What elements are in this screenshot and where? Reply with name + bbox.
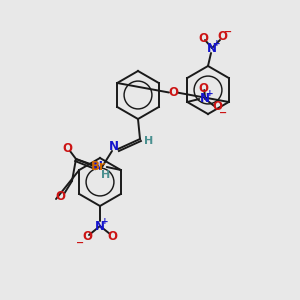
Text: +: + bbox=[206, 89, 214, 98]
Text: O: O bbox=[198, 32, 208, 44]
Text: N: N bbox=[200, 92, 210, 106]
Text: O: O bbox=[107, 230, 117, 242]
Text: H: H bbox=[101, 170, 111, 180]
Text: O: O bbox=[198, 82, 208, 94]
Text: +: + bbox=[101, 217, 109, 226]
Text: N: N bbox=[207, 41, 217, 55]
Text: +: + bbox=[213, 38, 221, 47]
Text: O: O bbox=[212, 100, 222, 113]
Text: O: O bbox=[82, 230, 92, 244]
Text: Br: Br bbox=[91, 160, 106, 173]
Text: N: N bbox=[93, 160, 103, 173]
Text: N: N bbox=[95, 220, 105, 232]
Text: −: − bbox=[219, 108, 227, 118]
Text: −: − bbox=[224, 27, 232, 37]
Text: −: − bbox=[76, 238, 84, 248]
Text: N: N bbox=[109, 140, 119, 154]
Text: O: O bbox=[62, 142, 72, 155]
Text: H: H bbox=[144, 136, 154, 146]
Text: O: O bbox=[168, 86, 178, 99]
Text: O: O bbox=[55, 190, 65, 203]
Text: O: O bbox=[217, 31, 227, 44]
